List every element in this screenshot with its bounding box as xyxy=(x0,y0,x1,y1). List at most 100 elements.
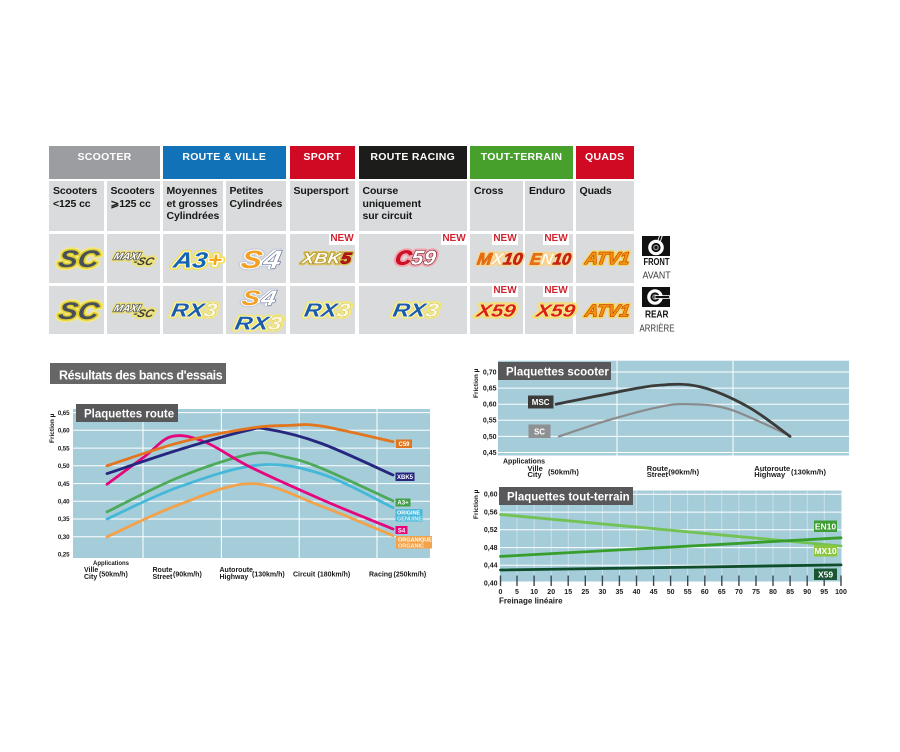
svg-text:S4: S4 xyxy=(239,246,282,274)
svg-text:Friction µ: Friction µ xyxy=(473,368,480,398)
svg-text:RX3: RX3 xyxy=(303,300,352,321)
svg-text:EN10: EN10 xyxy=(815,522,837,532)
svg-text:30: 30 xyxy=(599,589,607,596)
svg-text:0,70: 0,70 xyxy=(483,369,497,376)
svg-text:0,65: 0,65 xyxy=(483,386,497,393)
svg-text:0,40: 0,40 xyxy=(484,581,498,588)
svg-text:-SC: -SC xyxy=(132,308,156,319)
svg-text:RX3: RX3 xyxy=(170,300,219,321)
svg-text:ORGANIQUE: ORGANIQUE xyxy=(398,538,432,544)
svg-text:0,60: 0,60 xyxy=(483,402,497,409)
svg-text:Plaquettes route: Plaquettes route xyxy=(84,409,174,421)
svg-text:(90km/h): (90km/h) xyxy=(173,572,202,579)
svg-text:10: 10 xyxy=(502,250,525,268)
svg-text:ATV1: ATV1 xyxy=(583,248,631,267)
svg-text:Street: Street xyxy=(153,574,174,581)
svg-text:SC: SC xyxy=(57,297,102,324)
svg-text:95: 95 xyxy=(820,589,828,596)
svg-text:EN10: EN10 xyxy=(529,251,572,269)
svg-text:0,35: 0,35 xyxy=(58,516,70,523)
svg-text:MAXI: MAXI xyxy=(112,251,143,262)
svg-text:70: 70 xyxy=(735,589,743,596)
svg-text:35: 35 xyxy=(616,589,624,596)
svg-text:Highway: Highway xyxy=(754,470,786,479)
svg-text:Route: Route xyxy=(647,464,668,473)
svg-text:S4: S4 xyxy=(240,287,277,310)
svg-text:GENUINE: GENUINE xyxy=(397,517,422,523)
svg-text:ORGANIC: ORGANIC xyxy=(398,544,424,550)
svg-text:4: 4 xyxy=(258,287,278,310)
svg-text:ATV1: ATV1 xyxy=(583,301,631,320)
svg-text:AVANT: AVANT xyxy=(643,270,671,282)
svg-text:10: 10 xyxy=(530,589,538,596)
svg-text:X59: X59 xyxy=(818,570,833,580)
svg-text:X: X xyxy=(489,250,506,268)
svg-text:5: 5 xyxy=(339,250,353,267)
svg-text:0: 0 xyxy=(499,589,503,596)
svg-text:MAXI: MAXI xyxy=(112,303,143,314)
svg-text:Circuit: Circuit xyxy=(293,572,316,579)
svg-text:0,56: 0,56 xyxy=(484,510,498,517)
svg-text:SC: SC xyxy=(57,297,102,324)
svg-text:55: 55 xyxy=(684,589,692,596)
svg-text:REAR: REAR xyxy=(645,309,669,321)
svg-text:S4: S4 xyxy=(239,246,282,274)
svg-text:5: 5 xyxy=(515,589,519,596)
svg-text:80: 80 xyxy=(769,589,777,596)
svg-text:MAXI: MAXI xyxy=(112,303,143,314)
svg-text:C: C xyxy=(394,247,414,269)
svg-text:(180km/h): (180km/h) xyxy=(318,572,351,579)
svg-text:City: City xyxy=(528,470,543,479)
svg-text:0,50: 0,50 xyxy=(58,463,70,470)
svg-text:SC: SC xyxy=(57,245,102,272)
svg-text:Applications: Applications xyxy=(503,459,545,466)
svg-text:45: 45 xyxy=(650,589,658,596)
svg-text:0,48: 0,48 xyxy=(484,545,498,552)
svg-text:10: 10 xyxy=(552,251,573,269)
svg-text:RX3: RX3 xyxy=(170,300,219,321)
svg-text:65: 65 xyxy=(718,589,726,596)
svg-text:ORIGINE: ORIGINE xyxy=(397,511,421,517)
svg-text:Friction µ: Friction µ xyxy=(473,489,480,519)
svg-text:0,65: 0,65 xyxy=(58,410,70,417)
svg-text:(50km/h): (50km/h) xyxy=(548,468,579,477)
svg-text:25: 25 xyxy=(581,589,589,596)
svg-text:FRONT: FRONT xyxy=(644,256,670,267)
svg-text:MSC: MSC xyxy=(532,398,550,407)
svg-text:20: 20 xyxy=(547,589,555,596)
svg-text:X59: X59 xyxy=(474,301,517,320)
svg-text:Plaquettes scooter: Plaquettes scooter xyxy=(506,367,609,379)
svg-text:SC: SC xyxy=(57,245,102,272)
svg-text:X59: X59 xyxy=(534,301,577,320)
svg-text:-SC: -SC xyxy=(132,308,156,319)
svg-text:Street: Street xyxy=(647,470,669,479)
svg-text:0,60: 0,60 xyxy=(484,492,498,499)
svg-text:A3+: A3+ xyxy=(397,501,409,507)
svg-text:Freinage linéaire: Freinage linéaire xyxy=(499,597,563,606)
svg-text:59: 59 xyxy=(410,247,438,269)
svg-text:0,60: 0,60 xyxy=(58,428,70,435)
svg-text:0,52: 0,52 xyxy=(484,527,498,534)
svg-text:SC: SC xyxy=(57,297,102,324)
svg-text:Friction µ: Friction µ xyxy=(49,413,56,443)
svg-text:-SC: -SC xyxy=(132,256,156,267)
svg-text:75: 75 xyxy=(752,589,760,596)
svg-text:Résultats des bancs d'essais: Résultats des bancs d'essais xyxy=(59,369,223,383)
svg-text:XBK5: XBK5 xyxy=(300,250,353,267)
svg-text:XBK5: XBK5 xyxy=(397,475,414,481)
svg-text:Racing: Racing xyxy=(369,572,392,579)
svg-text:(130km/h): (130km/h) xyxy=(252,572,285,579)
svg-text:0,45: 0,45 xyxy=(58,481,70,488)
svg-text:Ville: Ville xyxy=(84,567,98,574)
svg-text:X59: X59 xyxy=(474,301,517,320)
svg-text:RX3: RX3 xyxy=(391,300,440,321)
svg-text:15: 15 xyxy=(564,589,572,596)
svg-text:C59: C59 xyxy=(394,247,438,269)
svg-text:0,50: 0,50 xyxy=(483,434,497,441)
svg-text:S: S xyxy=(240,287,262,310)
svg-text:ATV1: ATV1 xyxy=(583,248,631,267)
svg-text:0,40: 0,40 xyxy=(58,499,70,506)
svg-text:+: + xyxy=(206,248,224,271)
svg-text:0,55: 0,55 xyxy=(483,418,497,425)
svg-text:(250km/h): (250km/h) xyxy=(394,572,427,579)
